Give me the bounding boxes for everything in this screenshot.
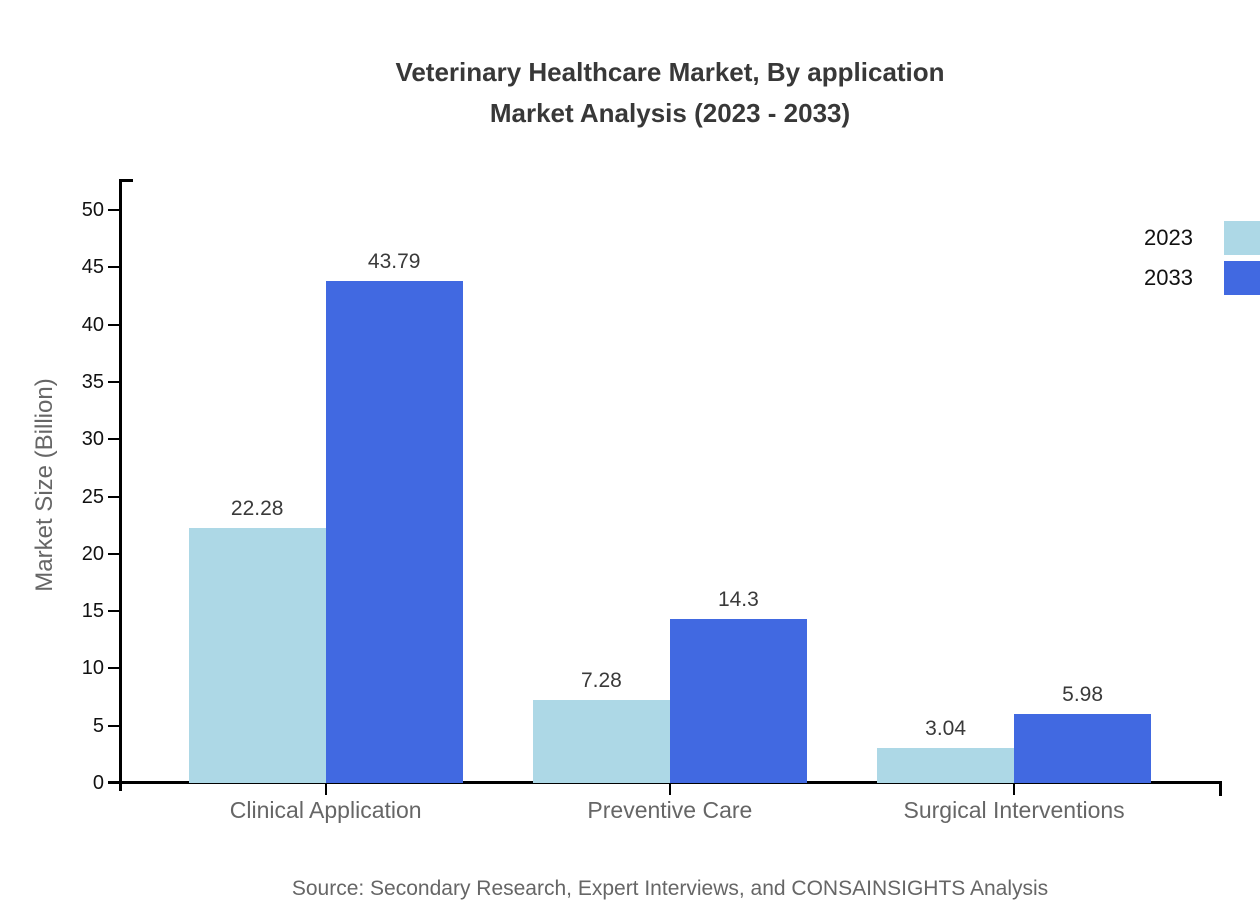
y-tick [108, 724, 120, 727]
y-axis-top-cap [119, 179, 133, 182]
value-label-2033-clinical-application: 43.79 [367, 250, 421, 274]
x-axis-right-cap [1219, 781, 1222, 796]
chart-title-line-2: Market Analysis (2023 - 2033) [489, 98, 851, 128]
y-tick-label: 30 [81, 428, 104, 451]
y-tick [108, 323, 120, 326]
chart-title: Veterinary Healthcare Market, By applica… [80, 52, 1260, 134]
x-tick [668, 784, 671, 795]
legend-swatch-2023 [1224, 221, 1260, 255]
category-label-preventive-care: Preventive Care [587, 797, 753, 823]
bar-2023-clinical-application [188, 527, 326, 783]
y-tick [108, 380, 120, 383]
chart-title-line-1: Veterinary Healthcare Market, By applica… [395, 57, 945, 87]
y-tick-label: 25 [81, 485, 104, 508]
x-tick [324, 784, 327, 795]
y-axis-line [119, 180, 122, 791]
y-tick-label: 5 [92, 714, 104, 737]
legend-swatch-2033 [1224, 261, 1260, 295]
y-tick [108, 438, 120, 441]
y-tick-label: 35 [81, 370, 104, 393]
y-tick [108, 667, 120, 670]
y-tick-label: 50 [81, 199, 104, 221]
category-label-clinical-application: Clinical Application [229, 797, 422, 823]
value-label-2023-preventive-care: 7.28 [580, 668, 622, 692]
y-tick-label: 15 [81, 600, 104, 623]
bar-2033-surgical-interventions [1014, 714, 1152, 783]
x-tick [1013, 784, 1016, 795]
value-label-2023-surgical-interventions: 3.04 [925, 717, 967, 741]
bar-2033-clinical-application [325, 281, 463, 783]
y-tick-label: 40 [81, 313, 104, 336]
y-tick [108, 495, 120, 498]
y-tick [108, 552, 120, 555]
legend-label-2033: 2033 [1144, 265, 1193, 290]
y-tick-label: 20 [81, 542, 104, 565]
value-label-2033-preventive-care: 14.3 [717, 588, 759, 612]
y-tick-label: 10 [81, 657, 104, 680]
y-tick-label: 0 [92, 772, 104, 794]
bar-2023-surgical-interventions [877, 748, 1015, 783]
y-tick [108, 266, 120, 269]
y-tick [108, 209, 120, 211]
legend-label-2023: 2023 [1144, 225, 1193, 250]
value-label-2033-surgical-interventions: 5.98 [1062, 683, 1104, 707]
category-label-surgical-interventions: Surgical Interventions [903, 797, 1125, 823]
value-label-2023-clinical-application: 22.28 [230, 496, 284, 520]
bar-2023-preventive-care [532, 699, 670, 783]
source-text: Source: Secondary Research, Expert Inter… [291, 877, 1049, 900]
y-tick [108, 782, 120, 784]
y-tick [108, 610, 120, 613]
bar-2033-preventive-care [669, 619, 807, 783]
y-tick-label: 45 [81, 256, 104, 279]
